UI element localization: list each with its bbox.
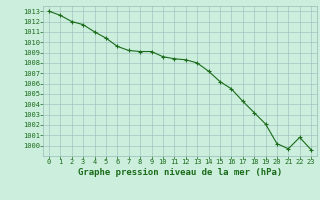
X-axis label: Graphe pression niveau de la mer (hPa): Graphe pression niveau de la mer (hPa) (78, 168, 282, 177)
